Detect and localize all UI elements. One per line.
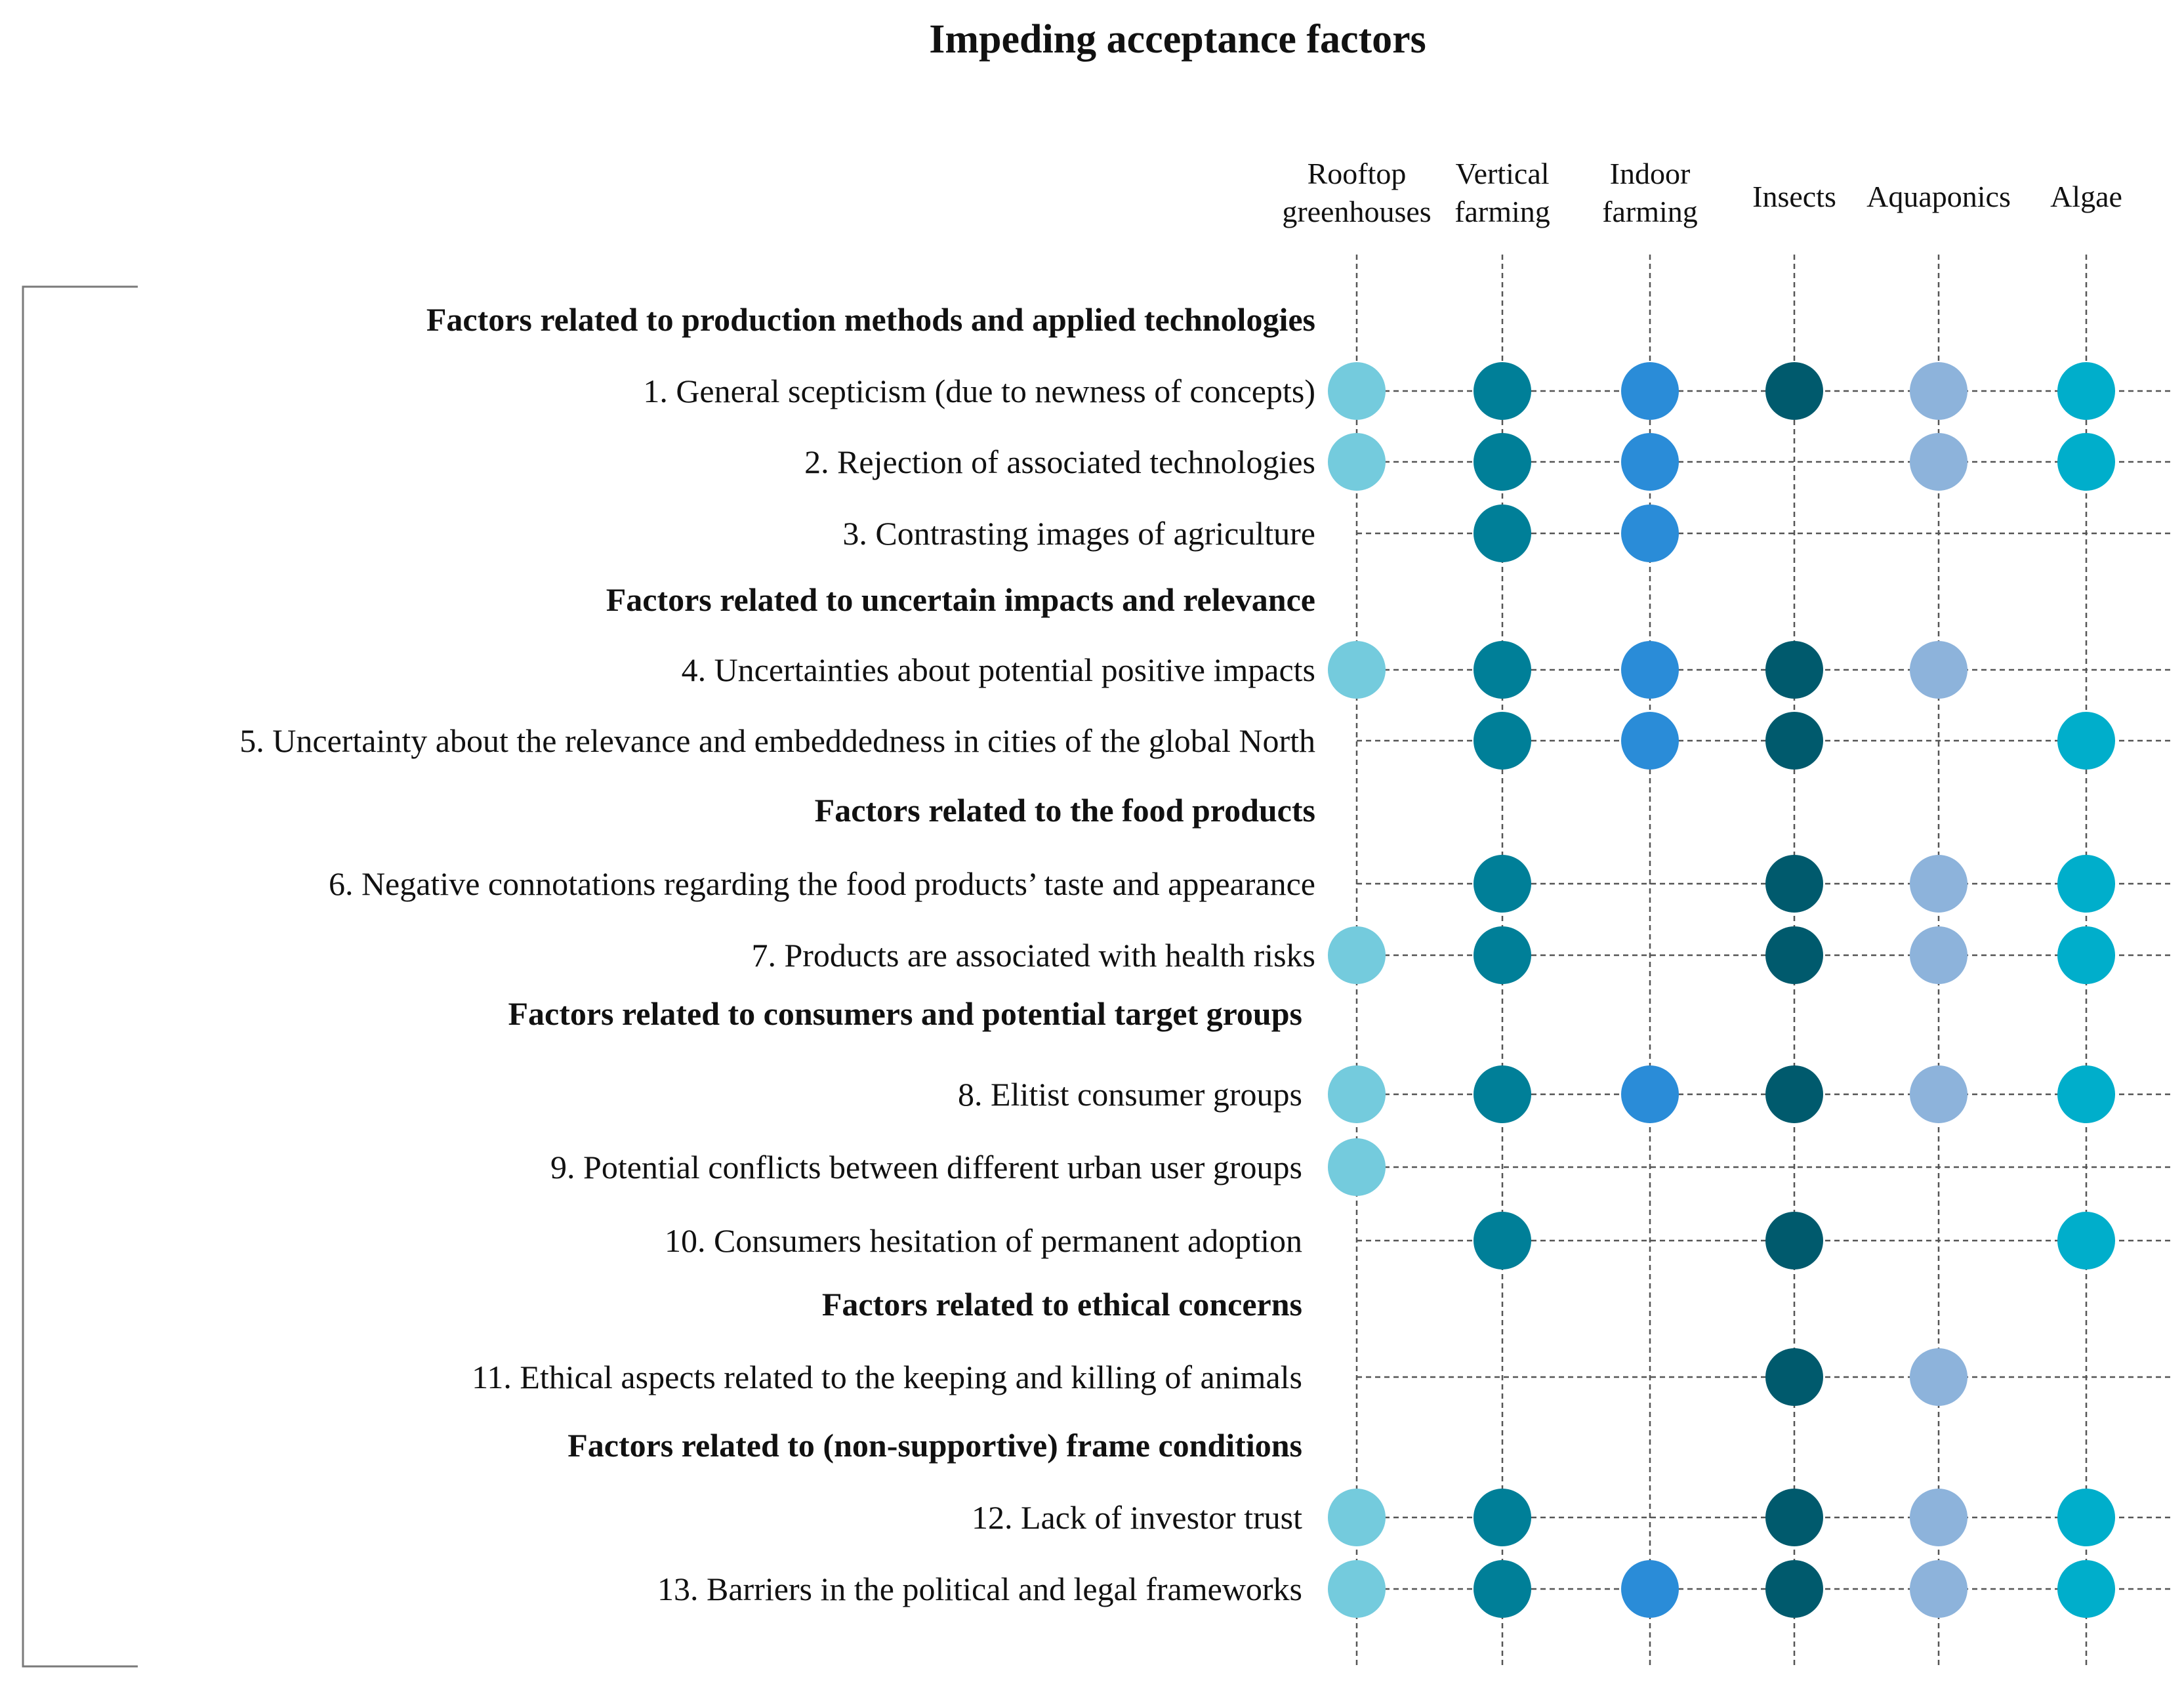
factor-marker bbox=[1473, 855, 1531, 913]
factor-marker bbox=[1473, 1560, 1531, 1618]
factor-marker bbox=[2057, 1560, 2115, 1618]
factor-label: 11. Ethical aspects related to the keepi… bbox=[472, 1359, 1302, 1395]
factor-marker bbox=[1765, 855, 1823, 913]
factor-marker bbox=[1328, 362, 1386, 420]
factor-label: 8. Elitist consumer groups bbox=[958, 1076, 1302, 1113]
factor-marker bbox=[2057, 926, 2115, 984]
factor-marker bbox=[1910, 1560, 1968, 1618]
column-headers: Rooftop greenhouses Vertical farming Indoor f… bbox=[1282, 157, 2122, 228]
factor-marker bbox=[2057, 1065, 2115, 1123]
factor-label: 6. Negative connotations regarding the f… bbox=[329, 865, 1315, 902]
grid-lines bbox=[1355, 255, 2172, 1666]
factor-marker bbox=[1765, 926, 1823, 984]
factor-marker bbox=[1765, 1212, 1823, 1269]
column-header-line2: farming bbox=[1602, 195, 1698, 228]
group-heading: Factors related to the food products bbox=[815, 792, 1315, 829]
factor-marker bbox=[1473, 362, 1531, 420]
factor-marker bbox=[1621, 712, 1679, 770]
factor-marker bbox=[1910, 641, 1968, 699]
factor-marker bbox=[1621, 433, 1679, 491]
factor-marker bbox=[1328, 641, 1386, 699]
factor-marker bbox=[2057, 712, 2115, 770]
factor-label: 9. Potential conflicts between different… bbox=[550, 1149, 1302, 1185]
factor-marker bbox=[1765, 712, 1823, 770]
factor-marker bbox=[1328, 1138, 1386, 1196]
factor-marker bbox=[1473, 1489, 1531, 1546]
factor-label: 5. Uncertainty about the relevance and e… bbox=[239, 722, 1315, 759]
factor-marker bbox=[2057, 433, 2115, 491]
column-header-line1: Insects bbox=[1752, 180, 1836, 213]
factor-marker bbox=[1328, 1560, 1386, 1618]
factor-marker bbox=[1621, 1065, 1679, 1123]
markers bbox=[1328, 362, 2115, 1618]
factor-marker bbox=[1473, 433, 1531, 491]
group-heading: Factors related to production methods an… bbox=[426, 301, 1315, 338]
factor-marker bbox=[1621, 641, 1679, 699]
factor-marker bbox=[1328, 433, 1386, 491]
factor-label: 4. Uncertainties about potential positiv… bbox=[682, 651, 1315, 688]
factor-marker bbox=[1473, 505, 1531, 562]
factor-marker bbox=[1621, 362, 1679, 420]
factor-marker bbox=[2057, 855, 2115, 913]
factor-marker bbox=[1910, 926, 1968, 984]
factor-marker bbox=[1765, 362, 1823, 420]
factor-marker bbox=[2057, 1489, 2115, 1546]
factor-marker bbox=[1473, 926, 1531, 984]
row-labels: Factors related to production methods an… bbox=[239, 301, 1315, 1607]
factor-label: 3. Contrasting images of agriculture bbox=[842, 515, 1315, 552]
factor-marker bbox=[1910, 1348, 1968, 1406]
factor-marker bbox=[1473, 641, 1531, 699]
factor-marker bbox=[1910, 855, 1968, 913]
column-header-line1: Vertical bbox=[1455, 157, 1549, 190]
factor-label: 10. Consumers hesitation of permanent ad… bbox=[665, 1222, 1302, 1259]
column-header-line1: Indoor bbox=[1610, 157, 1691, 190]
group-heading: Factors related to ethical concerns bbox=[822, 1286, 1302, 1323]
factor-label: 12. Lack of investor trust bbox=[972, 1499, 1302, 1536]
factor-marker bbox=[1473, 712, 1531, 770]
factor-label: 7. Products are associated with health r… bbox=[751, 937, 1315, 974]
factor-marker bbox=[1910, 362, 1968, 420]
factor-marker bbox=[1621, 1560, 1679, 1618]
group-heading: Factors related to uncertain impacts and… bbox=[606, 581, 1315, 618]
factor-marker bbox=[1765, 1560, 1823, 1618]
factor-marker bbox=[1473, 1212, 1531, 1269]
factor-marker bbox=[1765, 1489, 1823, 1546]
column-header-line1: Aquaponics bbox=[1866, 180, 2011, 213]
factor-label: 1. General scepticism (due to newness of… bbox=[643, 373, 1315, 409]
factor-marker bbox=[1328, 926, 1386, 984]
factor-marker bbox=[1621, 505, 1679, 562]
factor-marker bbox=[1328, 1065, 1386, 1123]
column-header-line2: farming bbox=[1454, 195, 1550, 228]
factor-marker bbox=[1910, 1065, 1968, 1123]
group-heading: Factors related to consumers and potenti… bbox=[508, 995, 1302, 1032]
factor-marker bbox=[1473, 1065, 1531, 1123]
column-header-line2: greenhouses bbox=[1282, 195, 1431, 228]
factor-marker bbox=[2057, 362, 2115, 420]
factor-marker bbox=[2057, 1212, 2115, 1269]
factor-marker bbox=[1328, 1489, 1386, 1546]
factor-label: 13. Barriers in the political and legal … bbox=[657, 1571, 1302, 1607]
left-bracket bbox=[22, 285, 138, 1668]
column-header-line1: Algae bbox=[2050, 180, 2122, 213]
factor-marker bbox=[1910, 433, 1968, 491]
figure-title: Impeding acceptance factors bbox=[929, 17, 1426, 62]
factor-marker bbox=[1910, 1489, 1968, 1546]
factor-marker bbox=[1765, 1065, 1823, 1123]
group-heading: Factors related to (non-supportive) fram… bbox=[567, 1427, 1302, 1464]
factor-label: 2. Rejection of associated technologies bbox=[804, 443, 1315, 480]
factor-marker bbox=[1765, 641, 1823, 699]
column-header-line1: Rooftop bbox=[1308, 157, 1407, 190]
factor-marker bbox=[1765, 1348, 1823, 1406]
